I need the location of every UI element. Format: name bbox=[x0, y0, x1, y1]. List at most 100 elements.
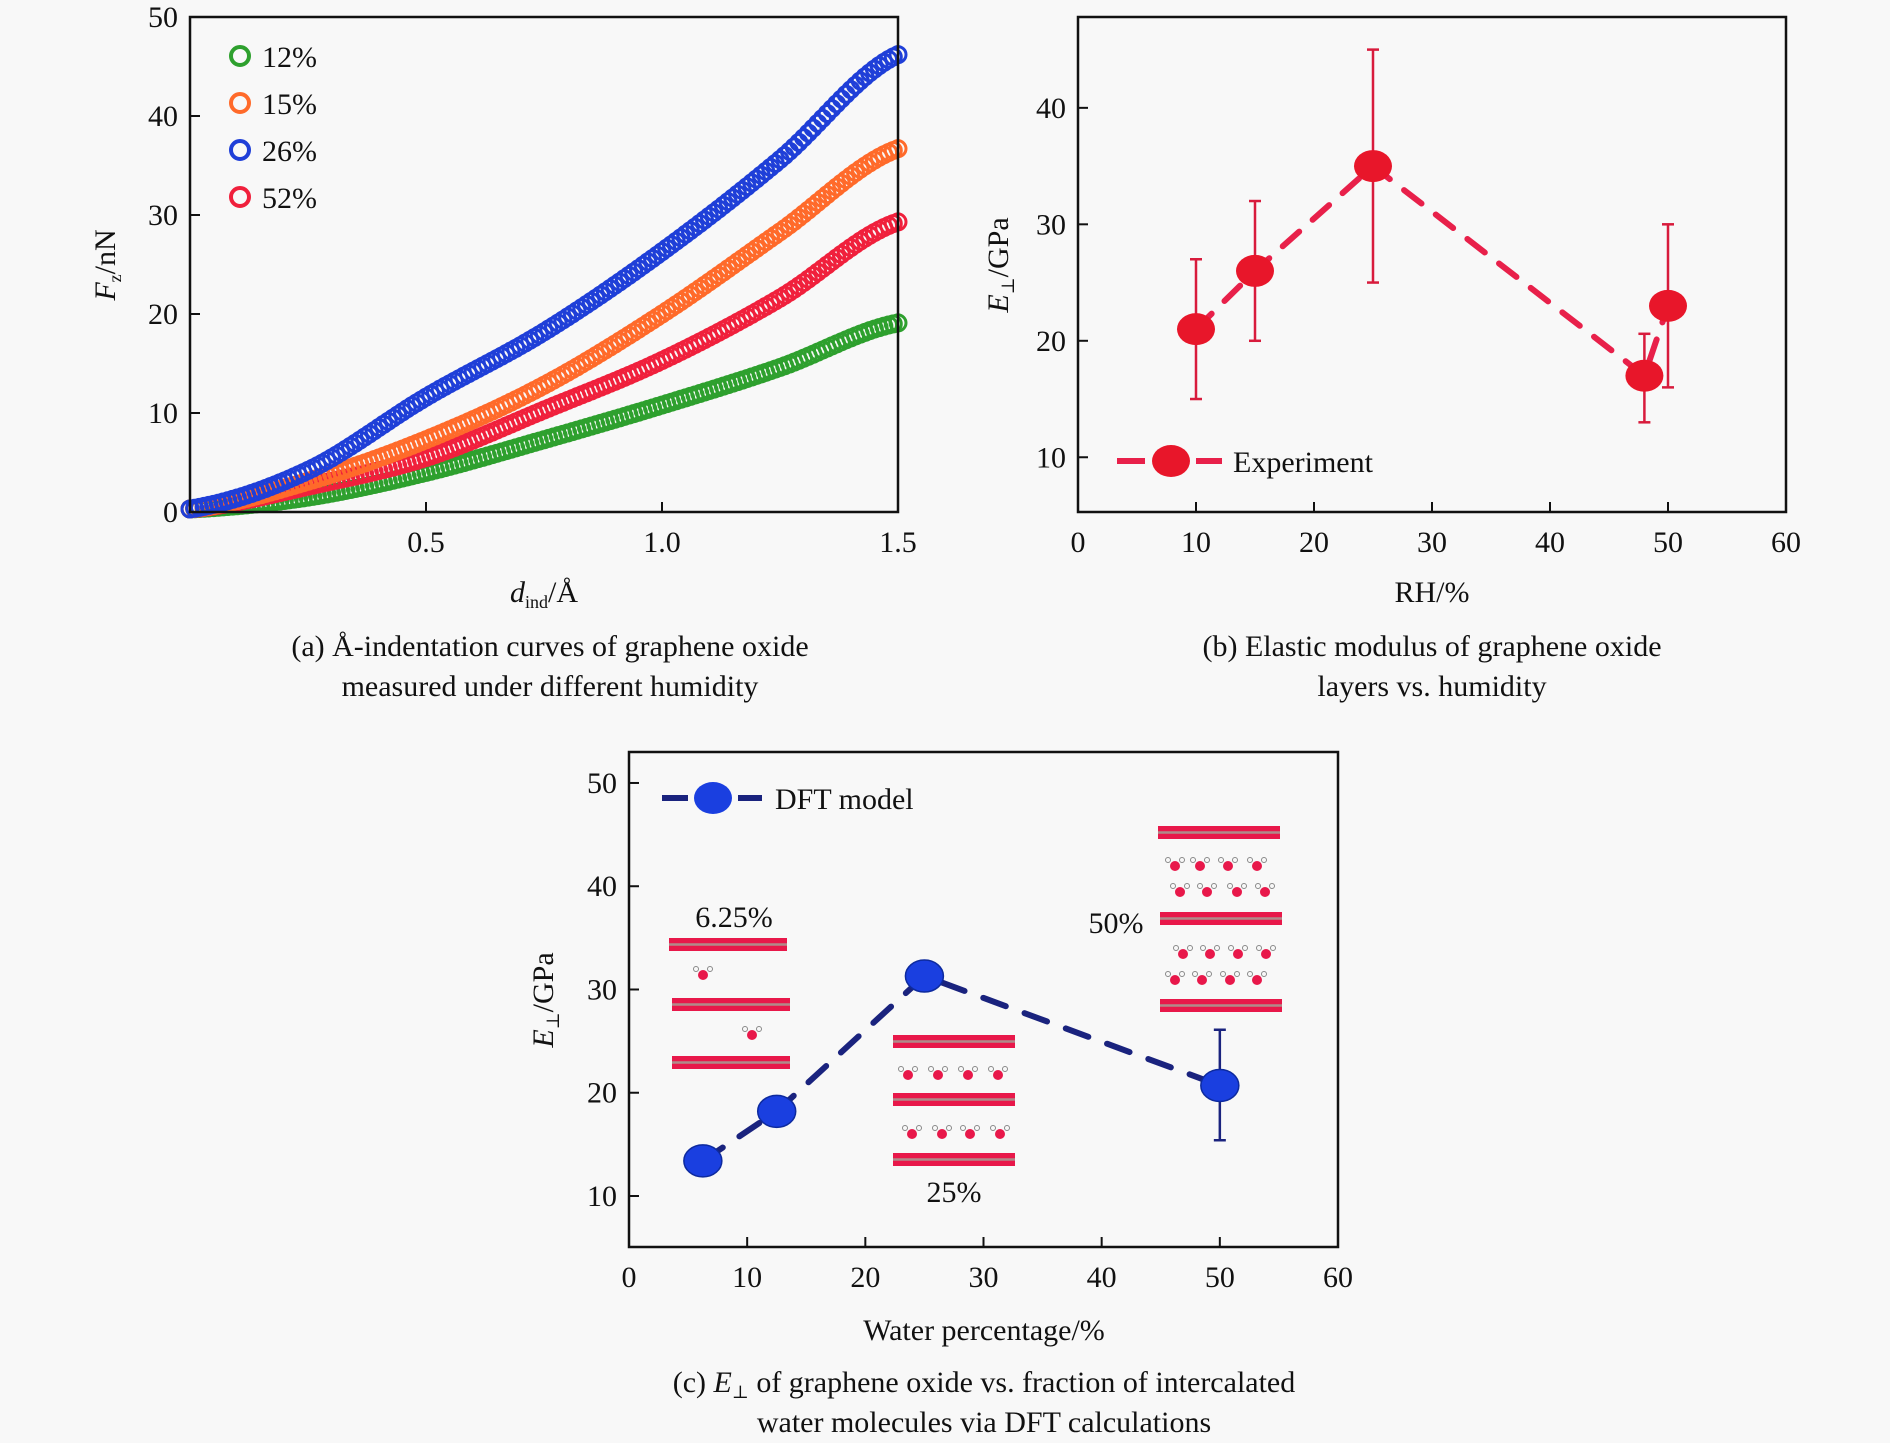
y-tick-label: 30 bbox=[587, 973, 617, 1006]
water-oxygen bbox=[1202, 887, 1212, 897]
y-tick-label: 20 bbox=[1036, 325, 1066, 358]
ylabel-subscript: ⊥ bbox=[543, 1012, 563, 1029]
water-hydrogen bbox=[990, 1125, 996, 1131]
data-point bbox=[789, 132, 809, 152]
x-tick-label: 1.0 bbox=[643, 526, 681, 559]
data-point bbox=[1177, 313, 1215, 346]
water-hydrogen bbox=[1187, 945, 1193, 951]
water-oxygen bbox=[1261, 949, 1271, 959]
data-point bbox=[822, 99, 842, 119]
data-point bbox=[808, 113, 828, 133]
water-hydrogen bbox=[1165, 857, 1171, 863]
data-point bbox=[1200, 1068, 1240, 1103]
water-hydrogen bbox=[1170, 883, 1176, 889]
caption-rest: of graphene oxide vs. fraction of interc… bbox=[749, 1366, 1295, 1399]
data-point bbox=[798, 123, 818, 143]
caption-line: measured under different humidity bbox=[342, 670, 759, 703]
data-point bbox=[904, 959, 945, 993]
water-oxygen bbox=[995, 1129, 1005, 1139]
y-tick-label: 10 bbox=[1036, 441, 1066, 474]
x-tick-label: 50 bbox=[1205, 1261, 1235, 1294]
water-hydrogen bbox=[960, 1125, 966, 1131]
water-hydrogen bbox=[1179, 971, 1185, 977]
water-hydrogen bbox=[742, 1026, 748, 1032]
legend-label: 52% bbox=[262, 182, 317, 215]
data-point bbox=[756, 1094, 797, 1129]
x-tick-label: 60 bbox=[1323, 1261, 1353, 1294]
water-hydrogen bbox=[1204, 857, 1210, 863]
xlabel-subscript: ind bbox=[525, 592, 548, 612]
inset-label: 50% bbox=[1089, 907, 1144, 940]
y-axis-label: E⊥/GPa bbox=[982, 217, 1018, 313]
water-oxygen bbox=[903, 1070, 913, 1080]
water-oxygen bbox=[993, 1070, 1003, 1080]
water-hydrogen bbox=[1227, 883, 1233, 889]
x-tick-label: 30 bbox=[1417, 526, 1447, 559]
ylabel-unit: /GPa bbox=[982, 217, 1015, 277]
ylabel-symbol: E bbox=[527, 1029, 560, 1048]
water-oxygen bbox=[1233, 949, 1243, 959]
water-hydrogen bbox=[1218, 857, 1224, 863]
chart-c: 6.25% 25% 50% 0 10 20 30 40 50 60 10 20 30 40 50 DFT mo… bbox=[527, 750, 1353, 1439]
data-point bbox=[812, 108, 832, 128]
caption-line: (b) Elastic modulus of graphene oxide bbox=[1202, 630, 1661, 663]
water-hydrogen bbox=[1214, 945, 1220, 951]
legend-label: 12% bbox=[262, 41, 317, 74]
y-tick-label: 50 bbox=[148, 1, 178, 34]
y-tick-label: 30 bbox=[148, 199, 178, 232]
legend-label: 26% bbox=[262, 135, 317, 168]
water-hydrogen bbox=[1220, 971, 1226, 977]
water-hydrogen bbox=[756, 1026, 762, 1032]
y-axis-label: Fz/nN bbox=[89, 229, 125, 301]
water-hydrogen bbox=[898, 1066, 904, 1072]
x-tick-label: 20 bbox=[1299, 526, 1329, 559]
water-oxygen bbox=[1175, 887, 1185, 897]
x-tick-label: 10 bbox=[732, 1261, 762, 1294]
water-oxygen bbox=[1178, 949, 1188, 959]
water-hydrogen bbox=[912, 1066, 918, 1072]
water-hydrogen bbox=[946, 1125, 952, 1131]
water-oxygen bbox=[698, 970, 708, 980]
y-tick-label: 20 bbox=[148, 298, 178, 331]
water-hydrogen bbox=[972, 1066, 978, 1072]
chart-a: 0.5 1.0 1.5 0 10 20 30 40 50 12% 15% 26% 52% Fz/nN din… bbox=[89, 1, 917, 703]
ylabel-symbol: F bbox=[89, 282, 122, 302]
legend-marker bbox=[229, 45, 251, 67]
data-point bbox=[794, 128, 814, 148]
inset-25pct: 25% bbox=[893, 1035, 1015, 1209]
water-oxygen bbox=[1170, 861, 1180, 871]
inset-label: 25% bbox=[927, 1176, 982, 1209]
legend-marker bbox=[694, 782, 732, 814]
caption-subscript: ⊥ bbox=[732, 1382, 749, 1402]
water-oxygen bbox=[907, 1129, 917, 1139]
water-hydrogen bbox=[928, 1066, 934, 1072]
water-oxygen bbox=[1252, 861, 1262, 871]
data-point bbox=[1354, 150, 1392, 183]
y-tick-label: 10 bbox=[587, 1180, 617, 1213]
legend-label: 15% bbox=[262, 88, 317, 121]
water-oxygen bbox=[1252, 975, 1262, 985]
water-hydrogen bbox=[1211, 883, 1217, 889]
x-tick-label: 30 bbox=[969, 1261, 999, 1294]
data-point bbox=[1236, 254, 1274, 287]
x-tick-label: 40 bbox=[1087, 1261, 1117, 1294]
water-oxygen bbox=[963, 1070, 973, 1080]
water-oxygen bbox=[1170, 975, 1180, 985]
inset-50pct: 50% bbox=[1089, 826, 1282, 1012]
plot-area bbox=[190, 17, 898, 512]
water-hydrogen bbox=[1241, 883, 1247, 889]
x-axis-label: dind/Å bbox=[510, 576, 578, 612]
data-point bbox=[827, 94, 847, 114]
series-line bbox=[699, 972, 1223, 1164]
water-hydrogen bbox=[1269, 883, 1275, 889]
water-hydrogen bbox=[1247, 971, 1253, 977]
y-tick-label: 40 bbox=[1036, 92, 1066, 125]
y-tick-label: 40 bbox=[148, 100, 178, 133]
caption-line: (c) E⊥ of graphene oxide vs. fraction of… bbox=[673, 1366, 1296, 1402]
plot-frame bbox=[188, 15, 900, 514]
x-tick-label: 0 bbox=[622, 1261, 637, 1294]
water-oxygen bbox=[1195, 861, 1205, 871]
caption-prefix: (c) bbox=[673, 1366, 714, 1399]
y-tick-label: 10 bbox=[148, 397, 178, 430]
data-point bbox=[803, 118, 823, 138]
